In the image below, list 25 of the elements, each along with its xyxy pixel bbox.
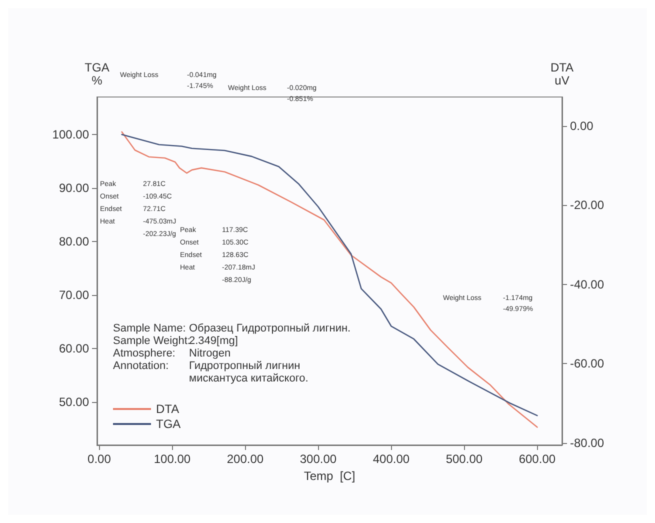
x-tick-label: 300.00 [300,452,337,466]
y2-tick-label: -80.00 [570,436,604,450]
legend-label: DTA [156,402,180,416]
y-tick-label: 80.00 [58,234,90,249]
annotation: Образец Гидротропный лигнин. 2.349[mg] Nitrogen Гидротропный лигнин мискантуса китайского. [189,322,351,384]
y-tick-label: 100.00 [52,127,90,142]
y-tick-label: 90.00 [58,181,90,196]
x-tick-label: 200.00 [226,452,264,466]
x-tick-label: 0.00 [88,452,112,466]
y-tick-label: 70.00 [58,288,90,302]
y-axis-title: TGA % [84,60,110,88]
x-tick-label: 400.00 [372,452,410,466]
legend-label: TGA [156,417,181,431]
x-tick-label: 500.00 [446,452,483,466]
y2-tick-label: -40.00 [570,277,604,292]
x-tick-label: 600.00 [518,452,556,466]
y2-tick-label: -20.00 [570,198,604,212]
y2-tick-label: 0.00 [570,118,594,133]
annotation: Sample Name: Sample Weight: Atmosphere: Annotation: [113,322,190,372]
y-tick-label: 50.00 [58,395,90,410]
y-tick-label: 60.00 [58,342,90,356]
y2-tick-label: -60.00 [570,356,604,371]
x-tick-label: 100.00 [154,452,191,466]
x-axis-title: Temp [C] [304,468,356,483]
y2-axis-title: DTA uV [550,60,574,88]
